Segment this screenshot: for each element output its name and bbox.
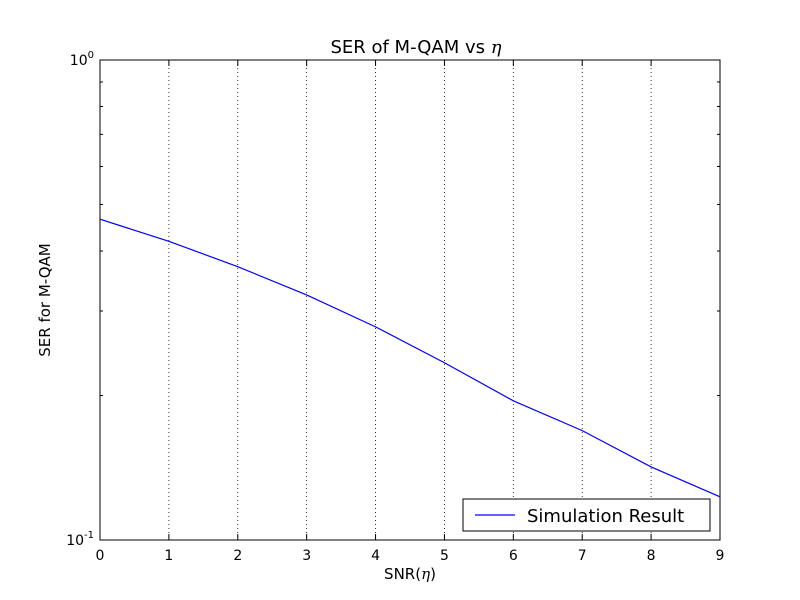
y-tick-label: 10-1 [66,530,94,549]
x-tick-label: 8 [647,548,656,564]
x-axis-label-symbol: η [421,565,430,583]
y-tick-base: 10 [66,533,84,549]
legend: Simulation Result [462,498,711,532]
x-tick-labels: 0 1 2 3 4 5 6 7 8 9 [96,548,725,564]
x-tick-label: 2 [233,548,242,564]
x-tick-label: 7 [578,548,587,564]
grid [168,60,652,540]
plot-area [99,59,721,541]
axis-ticks [99,59,721,541]
y-tick-label: 100 [70,50,94,69]
y-axis-label: SER for M-QAM [36,243,54,357]
x-tick-label: 9 [716,548,725,564]
y-tick-base: 10 [70,53,88,69]
x-tick-label: 4 [371,548,380,564]
series-layer [99,218,721,498]
x-tick-label: 0 [96,548,105,564]
x-tick-label: 5 [440,548,449,564]
x-tick-label: 6 [509,548,518,564]
y-tick-exponent: 0 [88,50,94,61]
x-axis-label-suffix: ) [430,565,436,583]
chart-title-symbol: η [491,37,502,58]
y-tick-exponent: -1 [84,530,94,541]
x-tick-label: 1 [164,548,173,564]
legend-label: Simulation Result [527,506,684,527]
x-axis-label: SNR(η) [384,565,436,583]
series-line [99,218,721,498]
x-axis-label-prefix: SNR( [384,565,421,583]
chart-title-text: SER of M-QAM vs [330,37,490,58]
chart-title: SER of M-QAM vs η [330,37,501,58]
x-tick-label: 3 [302,548,311,564]
